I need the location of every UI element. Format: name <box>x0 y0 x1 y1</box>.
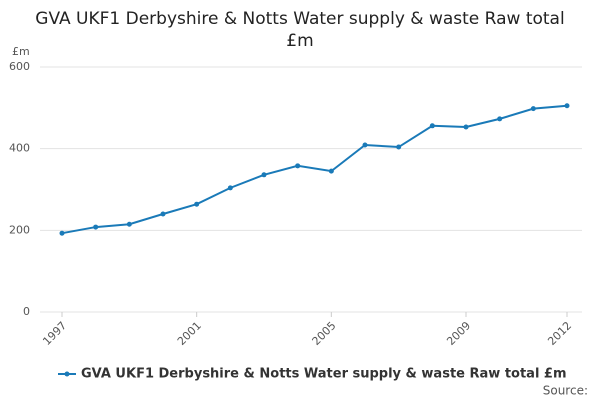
y-tick-label: 200 <box>9 223 30 236</box>
data-point <box>396 144 402 150</box>
data-point <box>463 124 469 130</box>
x-tick-label: 2009 <box>444 319 473 348</box>
data-point <box>59 230 65 236</box>
data-point <box>194 201 200 207</box>
y-tick-label: 0 <box>23 305 30 318</box>
x-tick-label: 2012 <box>545 319 574 348</box>
y-tick-label: 400 <box>9 142 30 155</box>
data-point <box>362 142 368 148</box>
data-point <box>227 185 233 191</box>
x-tick-label: 1997 <box>40 319 69 348</box>
data-point <box>126 221 132 227</box>
x-tick-label: 2001 <box>175 319 204 348</box>
data-point <box>160 211 166 217</box>
data-point <box>530 106 536 112</box>
x-tick-label: 2005 <box>310 319 339 348</box>
legend-marker <box>64 371 70 377</box>
data-point <box>295 163 301 169</box>
y-axis-label: £m <box>12 45 30 58</box>
y-tick-label: 600 <box>9 60 30 73</box>
data-point <box>93 224 99 230</box>
data-point <box>328 168 334 174</box>
legend-label: GVA UKF1 Derbyshire & Notts Water supply… <box>81 367 567 382</box>
data-point <box>497 116 503 122</box>
chart-title: GVA UKF1 Derbyshire & Notts Water supply… <box>35 9 565 51</box>
data-point <box>564 103 570 109</box>
data-point <box>429 123 435 129</box>
source: Source: <box>543 384 588 398</box>
series-line <box>61 104 568 235</box>
data-point <box>261 172 267 178</box>
